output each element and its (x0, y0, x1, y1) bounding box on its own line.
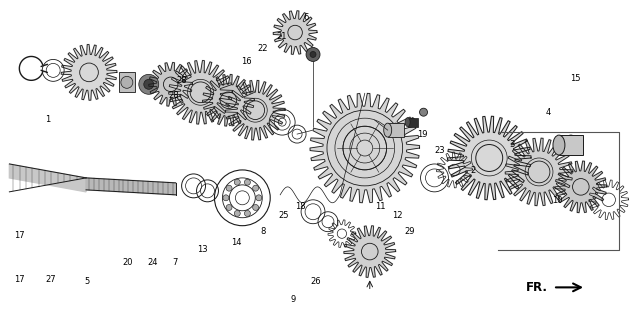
Ellipse shape (392, 123, 399, 137)
Text: 2: 2 (470, 166, 476, 175)
Polygon shape (273, 11, 317, 54)
Text: 15: 15 (570, 74, 580, 83)
Text: 4: 4 (545, 108, 551, 117)
Text: 29: 29 (404, 227, 415, 236)
Ellipse shape (410, 118, 415, 127)
Text: 13: 13 (197, 245, 207, 254)
Circle shape (226, 185, 232, 191)
Text: 20: 20 (122, 258, 133, 267)
Text: 1: 1 (45, 115, 50, 124)
Text: 23: 23 (435, 146, 445, 155)
Text: 24: 24 (148, 258, 158, 267)
Polygon shape (86, 178, 175, 195)
Text: 27: 27 (46, 275, 56, 284)
Text: 6: 6 (303, 13, 308, 22)
Polygon shape (447, 116, 531, 200)
Circle shape (226, 204, 232, 210)
Text: 28: 28 (168, 91, 179, 100)
Circle shape (223, 195, 229, 201)
Circle shape (256, 195, 262, 201)
Text: 28: 28 (177, 76, 187, 85)
Text: 3: 3 (509, 140, 515, 149)
Circle shape (121, 76, 133, 88)
Text: FR.: FR. (526, 281, 548, 294)
Circle shape (234, 179, 240, 185)
Text: 17: 17 (14, 231, 24, 240)
Circle shape (234, 210, 240, 216)
Polygon shape (148, 63, 193, 106)
Text: 22: 22 (257, 44, 268, 54)
Circle shape (144, 79, 154, 89)
Polygon shape (555, 161, 607, 213)
Ellipse shape (405, 118, 410, 127)
Bar (559, 135, 583, 155)
Text: 26: 26 (310, 277, 321, 286)
Bar (408, 118, 417, 127)
Text: 9: 9 (291, 295, 296, 304)
Circle shape (420, 108, 428, 116)
Text: 17: 17 (14, 275, 24, 284)
Text: 10: 10 (552, 196, 563, 205)
Bar (388, 123, 404, 137)
Circle shape (253, 204, 259, 210)
Ellipse shape (553, 135, 565, 155)
Polygon shape (505, 138, 573, 206)
Text: 19: 19 (417, 130, 427, 139)
Polygon shape (169, 60, 232, 124)
Polygon shape (202, 74, 254, 126)
Circle shape (244, 179, 250, 185)
Text: 7: 7 (172, 258, 177, 267)
Circle shape (139, 74, 159, 94)
Polygon shape (225, 80, 285, 140)
Text: 14: 14 (230, 238, 241, 247)
Text: 18: 18 (296, 202, 306, 211)
Polygon shape (310, 93, 420, 203)
Circle shape (310, 51, 316, 58)
Ellipse shape (565, 135, 577, 155)
Text: 16: 16 (241, 57, 252, 66)
Text: 25: 25 (278, 211, 289, 220)
Bar (119, 72, 135, 92)
Text: 11: 11 (375, 202, 386, 211)
Polygon shape (344, 226, 396, 277)
Text: 12: 12 (392, 211, 403, 220)
Ellipse shape (384, 123, 392, 137)
Circle shape (306, 48, 320, 61)
Circle shape (253, 185, 259, 191)
Circle shape (244, 210, 250, 216)
Polygon shape (10, 164, 86, 192)
Text: 21: 21 (276, 32, 287, 41)
Text: 8: 8 (260, 227, 266, 236)
Text: 5: 5 (85, 277, 90, 286)
Polygon shape (61, 44, 117, 100)
